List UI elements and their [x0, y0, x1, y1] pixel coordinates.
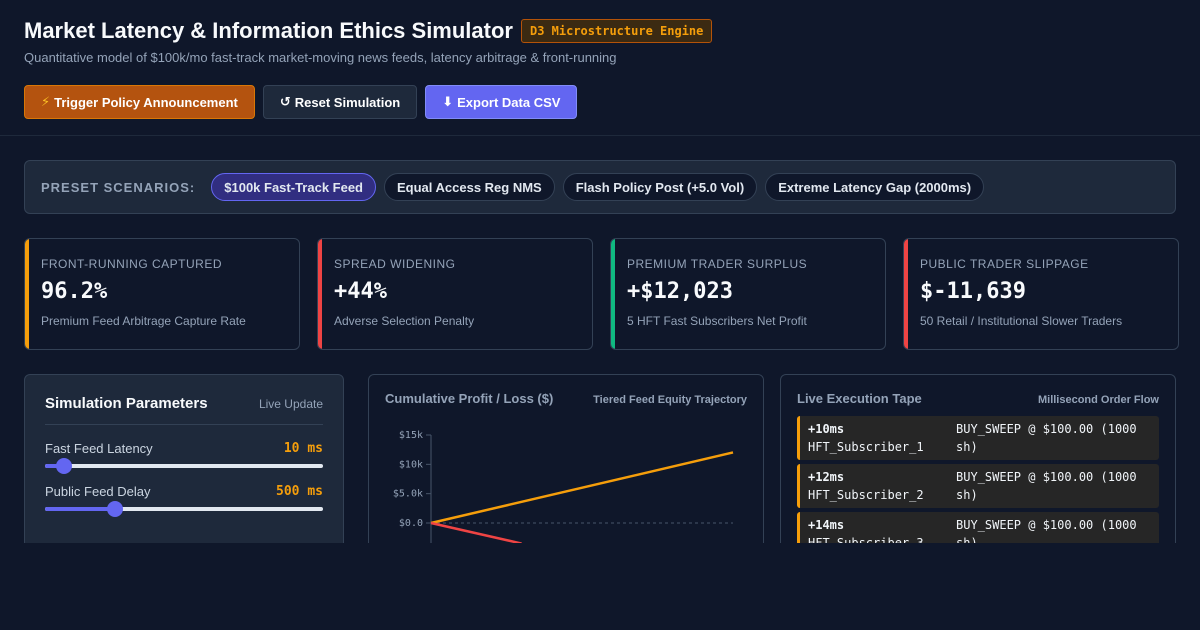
panel-header: Live Execution Tape Millisecond Order Fl… [797, 391, 1159, 406]
preset-extreme-latency[interactable]: Extreme Latency Gap (2000ms) [765, 173, 985, 201]
metric-value: $-11,639 [920, 279, 1026, 304]
panel-title: Simulation Parameters [45, 395, 208, 412]
slider-fill [45, 464, 65, 468]
header: Market Latency & Information Ethics Simu… [0, 0, 1200, 136]
tape-left: +10ms HFT_Subscriber_1 [808, 420, 956, 456]
param-name: Fast Feed Latency [45, 441, 153, 456]
slider-thumb[interactable] [106, 501, 123, 517]
profit-loss-chart: $15k $10k $5.0k $0.0 [393, 430, 734, 555]
toolbar: ⚡ Trigger Policy Announcement ↺ Reset Si… [24, 85, 578, 119]
trigger-policy-button[interactable]: ⚡ Trigger Policy Announcement [24, 85, 255, 119]
tape-right: BUY_SWEEP @ $100.00 (1000 sh) [956, 420, 1151, 456]
metric-accent-bar [25, 239, 29, 349]
public-feed-delay-slider[interactable] [45, 501, 323, 517]
slider-fill [45, 507, 115, 511]
metric-accent-bar [904, 239, 908, 349]
tape-action: BUY_SWEEP @ $100.00 (1000 [956, 470, 1137, 484]
reset-icon: ↺ [279, 94, 291, 109]
page-title: Market Latency & Information Ethics Simu… [24, 18, 513, 43]
tape-qty: sh) [956, 488, 978, 502]
metric-accent-bar [318, 239, 322, 349]
viewport-cutoff [0, 543, 1200, 630]
slider-thumb[interactable] [56, 458, 73, 474]
metric-accent-bar [611, 239, 615, 349]
tape-subtitle: Millisecond Order Flow [1037, 394, 1159, 406]
series-line-2 [430, 521, 522, 545]
chart-title: Cumulative Profit / Loss ($) [385, 391, 554, 406]
tape-trader: HFT_Subscriber_1 [808, 440, 924, 454]
preset-fast-track-feed[interactable]: $100k Fast-Track Feed [211, 173, 376, 201]
reset-simulation-button[interactable]: ↺ Reset Simulation [262, 85, 418, 119]
engine-badge: D3 Microstructure Engine [520, 19, 713, 43]
tape-title: Live Execution Tape [797, 391, 922, 406]
preset-flash-policy[interactable]: Flash Policy Post (+5.0 Vol) [562, 173, 758, 201]
metric-card-spread-widening: SPREAD WIDENING +44% Adverse Selection P… [317, 238, 593, 350]
y-tick-label: $10k [399, 459, 423, 470]
download-icon: ⬇ [442, 94, 454, 109]
metric-description: Adverse Selection Penalty [334, 314, 475, 328]
y-tick-label: $0.0 [399, 518, 423, 529]
metric-card-public-slippage: PUBLIC TRADER SLIPPAGE $-11,639 50 Retai… [903, 238, 1179, 350]
page-subtitle: Quantitative model of $100k/mo fast-trac… [24, 50, 617, 65]
panel-header: Cumulative Profit / Loss ($) Tiered Feed… [385, 391, 747, 406]
y-tick-label: $5.0k [393, 489, 423, 500]
param-value: 500 ms [276, 484, 323, 499]
metric-card-front-running: FRONT-RUNNING CAPTURED 96.2% Premium Fee… [24, 238, 300, 350]
tape-action: BUY_SWEEP @ $100.00 (1000 [956, 518, 1137, 532]
export-csv-label: Export Data CSV [457, 94, 561, 110]
chart-subtitle: Tiered Feed Equity Trajectory [593, 394, 747, 406]
live-update-label: Live Update [258, 397, 323, 411]
preset-scenarios-label: PRESET SCENARIOS: [41, 179, 196, 195]
metric-label: FRONT-RUNNING CAPTURED [41, 257, 222, 271]
metric-cards: FRONT-RUNNING CAPTURED 96.2% Premium Fee… [24, 238, 1179, 350]
param-name: Public Feed Delay [45, 484, 151, 499]
tape-right: BUY_SWEEP @ $100.00 (1000 sh) [956, 468, 1151, 504]
simulation-parameters-panel: Simulation Parameters Live Update Fast F… [24, 374, 344, 574]
tape-time: +12ms [808, 470, 845, 484]
metric-value: +$12,023 [627, 279, 733, 304]
param-fast-feed-latency: Fast Feed Latency 10 ms [45, 441, 323, 456]
metric-label: SPREAD WIDENING [334, 257, 456, 271]
tape-time: +14ms [808, 518, 845, 532]
metric-description: Premium Feed Arbitrage Capture Rate [41, 314, 246, 328]
tape-row: +12ms HFT_Subscriber_2 BUY_SWEEP @ $100.… [797, 464, 1159, 508]
export-csv-button[interactable]: ⬇ Export Data CSV [425, 85, 578, 119]
reset-simulation-label: Reset Simulation [294, 94, 401, 110]
profit-loss-chart-panel: Cumulative Profit / Loss ($) Tiered Feed… [368, 374, 764, 574]
fast-feed-latency-slider[interactable] [45, 458, 323, 474]
tape-left: +12ms HFT_Subscriber_2 [808, 468, 956, 504]
panel-header: Simulation Parameters Live Update [45, 395, 323, 412]
divider [45, 424, 323, 425]
metric-description: 5 HFT Fast Subscribers Net Profit [627, 314, 807, 328]
execution-tape-panel: Live Execution Tape Millisecond Order Fl… [780, 374, 1176, 574]
metric-value: +44% [334, 279, 387, 304]
tape-row: +10ms HFT_Subscriber_1 BUY_SWEEP @ $100.… [797, 416, 1159, 460]
metric-label: PREMIUM TRADER SURPLUS [627, 257, 808, 271]
preset-scenarios-bar: PRESET SCENARIOS: $100k Fast-Track Feed … [24, 160, 1176, 214]
tape-list: +10ms HFT_Subscriber_1 BUY_SWEEP @ $100.… [797, 416, 1159, 556]
tape-action: BUY_SWEEP @ $100.00 (1000 [956, 422, 1137, 436]
tape-time: +10ms [808, 422, 845, 436]
metric-description: 50 Retail / Institutional Slower Traders [920, 314, 1123, 328]
param-value: 10 ms [283, 441, 323, 456]
title-row: Market Latency & Information Ethics Simu… [24, 18, 713, 44]
param-public-feed-delay: Public Feed Delay 500 ms [45, 484, 323, 499]
y-tick-label: $15k [399, 430, 423, 441]
tape-trader: HFT_Subscriber_2 [808, 488, 924, 502]
metric-label: PUBLIC TRADER SLIPPAGE [920, 257, 1089, 271]
series-line-1 [430, 451, 734, 525]
trigger-policy-label: Trigger Policy Announcement [54, 94, 238, 110]
tape-qty: sh) [956, 440, 978, 454]
preset-equal-access[interactable]: Equal Access Reg NMS [384, 173, 555, 201]
lightning-icon: ⚡ [41, 94, 51, 109]
metric-value: 96.2% [41, 279, 108, 304]
metric-card-premium-surplus: PREMIUM TRADER SURPLUS +$12,023 5 HFT Fa… [610, 238, 886, 350]
